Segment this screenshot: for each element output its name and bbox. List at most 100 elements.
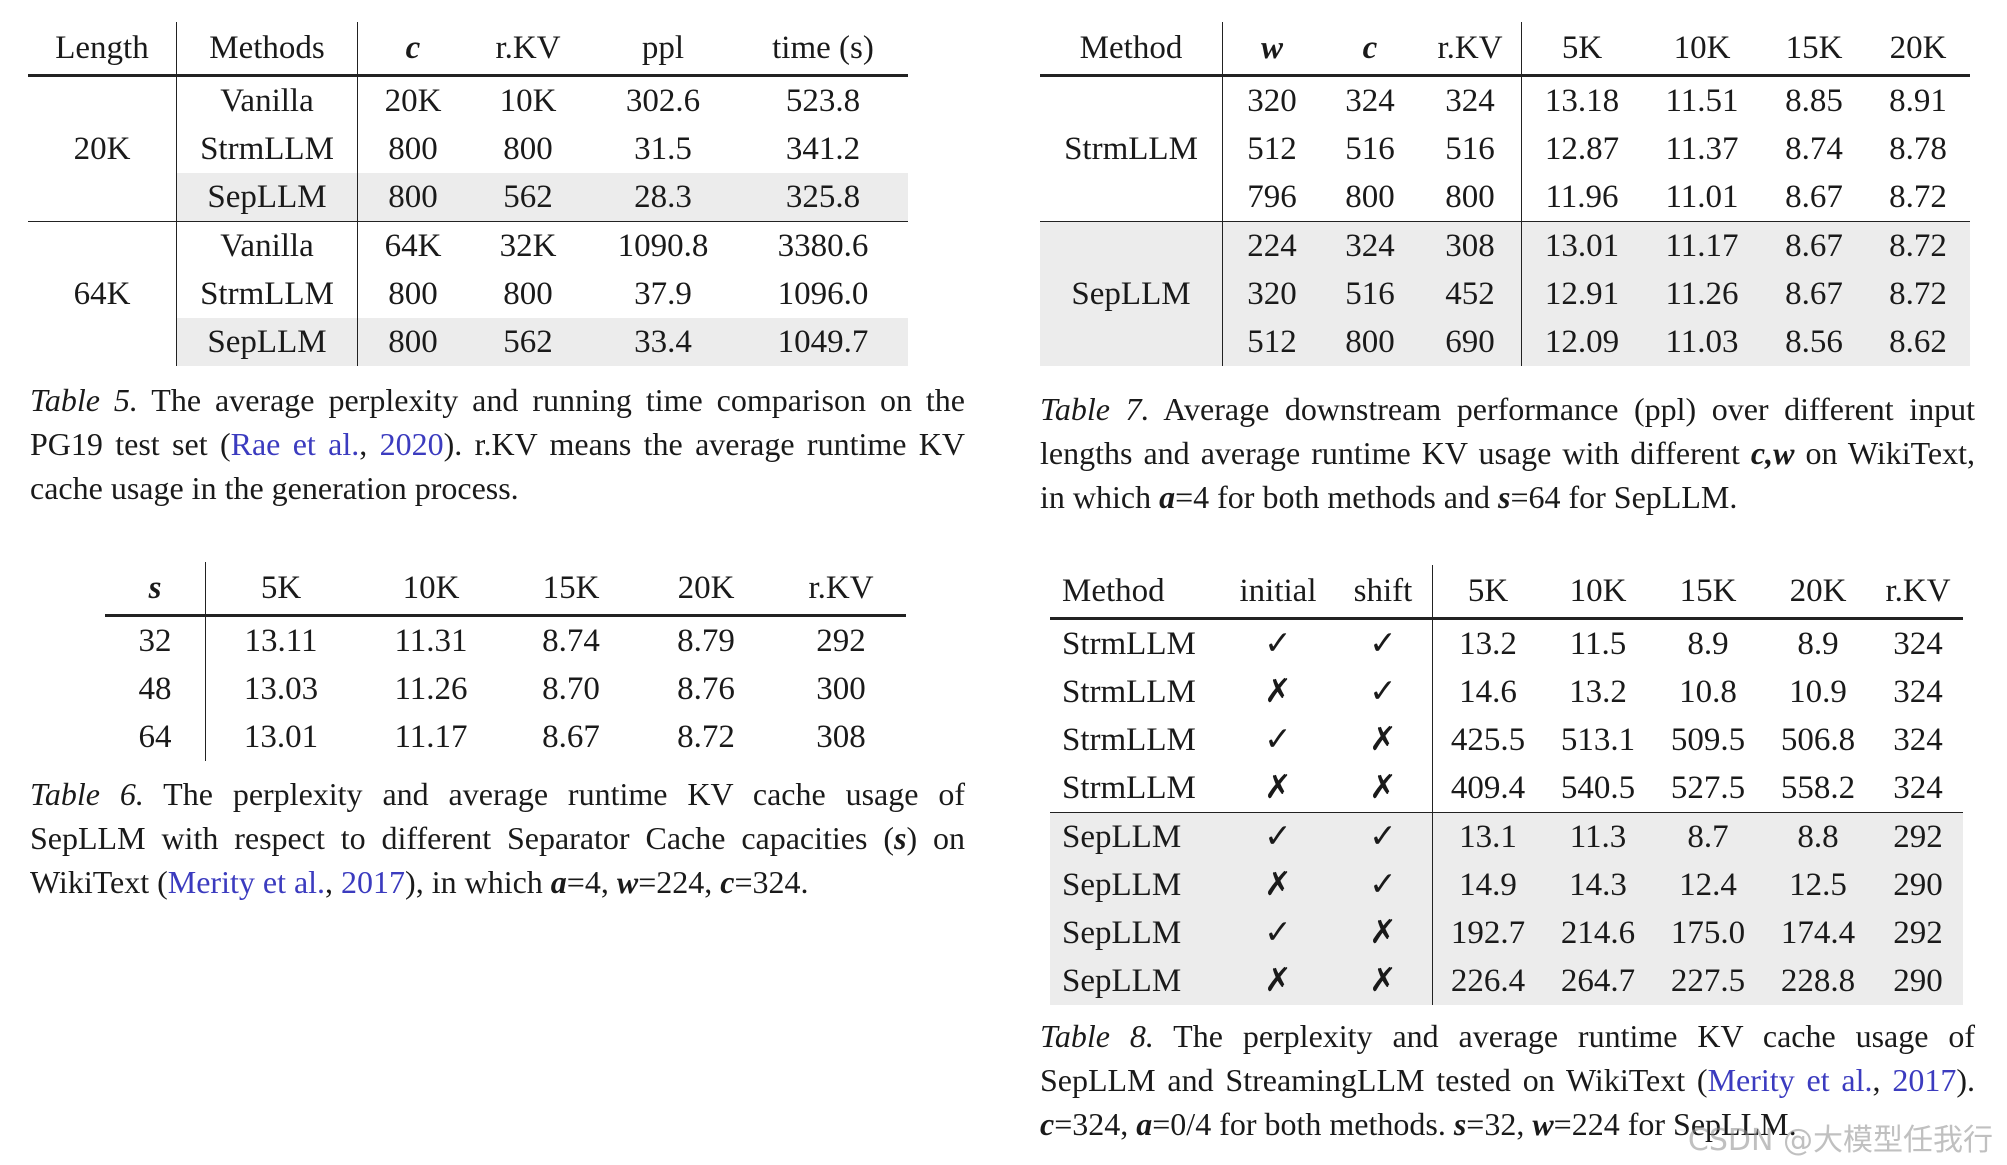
table6-cell: 48 (138, 670, 172, 707)
table-row-highlighted: SepLLM ✗ ✗ 226.4 264.7 227.5 228.8 290 (1050, 957, 1963, 1005)
citation-link[interactable]: Merity et al., 2017 (1708, 1062, 1957, 1098)
table7-cell: 800 (1445, 178, 1495, 215)
table5-grid: Length Methods c r.KV ppl time (s) 20K V… (28, 22, 908, 366)
table7-cell: 224 (1222, 221, 1321, 270)
table8-cell: 175.0 (1653, 909, 1763, 957)
table7-header: 10K (1673, 29, 1731, 66)
table7-cell: 800 (1345, 178, 1395, 215)
citation-year[interactable]: 2017 (341, 864, 406, 900)
table8-method-cell: StrmLLM (1062, 769, 1196, 806)
table8-method-cell: StrmLLM (1062, 673, 1196, 710)
table7-cell: 8.67 (1762, 221, 1866, 270)
table8-cell: 14.9 (1432, 861, 1543, 909)
table-row: 796 800 800 11.96 11.01 8.67 8.72 (1040, 173, 1970, 222)
table7-cell: 324 (1345, 82, 1395, 119)
table5-method-cell: Vanilla (176, 221, 358, 270)
table-row: StrmLLM ✗ ✓ 14.6 13.2 10.8 10.9 324 (1050, 668, 1963, 716)
caption-symbol: s (1497, 479, 1511, 515)
table7-cell: 320 (1222, 270, 1321, 318)
cross-mark-icon: ✗ (1222, 861, 1334, 909)
table8-cell: 214.6 (1543, 909, 1653, 957)
table-row-highlighted: SepLLM 800 562 33.4 1049.7 (28, 318, 908, 366)
check-mark-icon: ✓ (1264, 721, 1292, 758)
citation-link[interactable]: Rae et al., 2020 (231, 426, 444, 462)
table7-header-row: Method w c r.KV 5K 10K 15K 20K (1040, 22, 1970, 76)
table5-caption: Table 5. The average perplexity and runn… (30, 378, 965, 510)
citation-year[interactable]: 2017 (1892, 1062, 1957, 1098)
caption-symbol: w (616, 864, 639, 900)
table5-cell: 800 (503, 130, 553, 167)
table5-cell: 20K (357, 75, 468, 125)
table7-cell: 12.87 (1521, 125, 1642, 173)
table7-cell: 8.56 (1762, 318, 1866, 366)
table6-cell: 8.70 (542, 670, 600, 707)
table5-cell: 800 (357, 125, 468, 173)
table7-cell: 12.09 (1521, 318, 1642, 366)
table-row-highlighted: SepLLM ✗ ✓ 14.9 14.3 12.4 12.5 290 (1050, 861, 1963, 909)
table8-cell: 226.4 (1432, 957, 1543, 1005)
table8-method-cell: StrmLLM (1062, 625, 1196, 662)
table7-header-c: c (1362, 29, 1378, 66)
table6: s 5K 10K 15K 20K r.KV 32 13.11 11.31 8.7… (105, 562, 906, 761)
citation-author[interactable]: Merity et al. (1707, 1062, 1873, 1098)
table7-cell: 8.91 (1889, 82, 1947, 119)
table8-cell: 558.2 (1780, 769, 1856, 806)
table-row: 20K Vanilla 20K 10K 302.6 523.8 (28, 75, 908, 165)
table6-caption-label: Table 6. (30, 776, 144, 812)
table5-cell: 1096.0 (777, 275, 869, 312)
caption-text: =32, (1466, 1106, 1533, 1142)
caption-text: ) on WikiText ( (30, 820, 965, 900)
table7-cell: 8.67 (1785, 178, 1843, 215)
table8-cell: 292 (1873, 812, 1963, 861)
table6-cell: 11.17 (394, 718, 468, 755)
table5-cell: 64K (357, 221, 468, 270)
caption-symbol: s (1453, 1106, 1467, 1142)
table7-cell: 11.01 (1665, 178, 1739, 215)
table5-header-c: c (357, 22, 468, 76)
table5-cell: 302.6 (625, 82, 701, 119)
cross-mark-icon: ✗ (1222, 957, 1334, 1005)
caption-symbol: c (1040, 1106, 1055, 1142)
table7-grid: Method w c r.KV 5K 10K 15K 20K StrmLLM 3… (1040, 22, 1970, 366)
table8-cell: 540.5 (1560, 769, 1636, 806)
caption-text: ), in which (405, 864, 551, 900)
citation-author[interactable]: Rae et al. (230, 426, 360, 462)
table8-cell: 290 (1873, 957, 1963, 1005)
citation-link[interactable]: Merity et al., 2017 (168, 864, 405, 900)
caption-symbol: c (720, 864, 735, 900)
citation-author[interactable]: Merity et al. (167, 864, 326, 900)
table7-cell: 452 (1419, 270, 1522, 318)
table7-cell: 796 (1222, 173, 1321, 222)
table7-header: 5K (1521, 22, 1642, 76)
table7-cell: 324 (1321, 221, 1419, 270)
caption-text: The perplexity and average runtime KV ca… (30, 776, 966, 856)
table-row: 64K Vanilla 64K 32K 1090.8 3380.6 (28, 221, 908, 366)
table8-grid: Method initial shift 5K 10K 15K 20K r.KV… (1050, 565, 1963, 1005)
table8-cell: 8.7 (1653, 812, 1763, 861)
check-mark-icon: ✓ (1334, 812, 1433, 861)
check-mark-icon: ✓ (1334, 861, 1433, 909)
citation-year[interactable]: 2020 (379, 426, 444, 462)
table-row: 32 13.11 11.31 8.74 8.79 292 (105, 615, 906, 665)
table7: Method w c r.KV 5K 10K 15K 20K StrmLLM 3… (1040, 22, 1970, 366)
table5-cell: 325.8 (738, 173, 908, 222)
table8-method-cell: SepLLM (1050, 812, 1222, 861)
table5-cell: 341.2 (785, 130, 861, 167)
cross-mark-icon: ✗ (1264, 673, 1292, 710)
table5-header-row: Length Methods c r.KV ppl time (s) (28, 22, 908, 76)
table6-cell: 32 (138, 622, 172, 659)
table7-cell: 11.03 (1642, 318, 1762, 366)
table8-cell: 192.7 (1432, 909, 1543, 957)
table8-header: 10K (1569, 572, 1627, 609)
table6-cell: 308 (816, 718, 866, 755)
table8-header-row: Method initial shift 5K 10K 15K 20K r.KV (1050, 565, 1963, 619)
table7-cell: 13.18 (1521, 75, 1642, 125)
table-row-highlighted: 512 800 690 12.09 11.03 8.56 8.62 (1040, 318, 1970, 366)
table5-method-cell: SepLLM (176, 318, 358, 366)
cross-mark-icon: ✗ (1369, 769, 1397, 806)
citation-sep: , (1872, 1062, 1893, 1098)
table8-method-cell: SepLLM (1050, 909, 1222, 957)
table5-method-cell: StrmLLM (176, 270, 358, 318)
table5-method-cell: SepLLM (176, 173, 358, 222)
table8-cell: 13.2 (1432, 618, 1543, 668)
